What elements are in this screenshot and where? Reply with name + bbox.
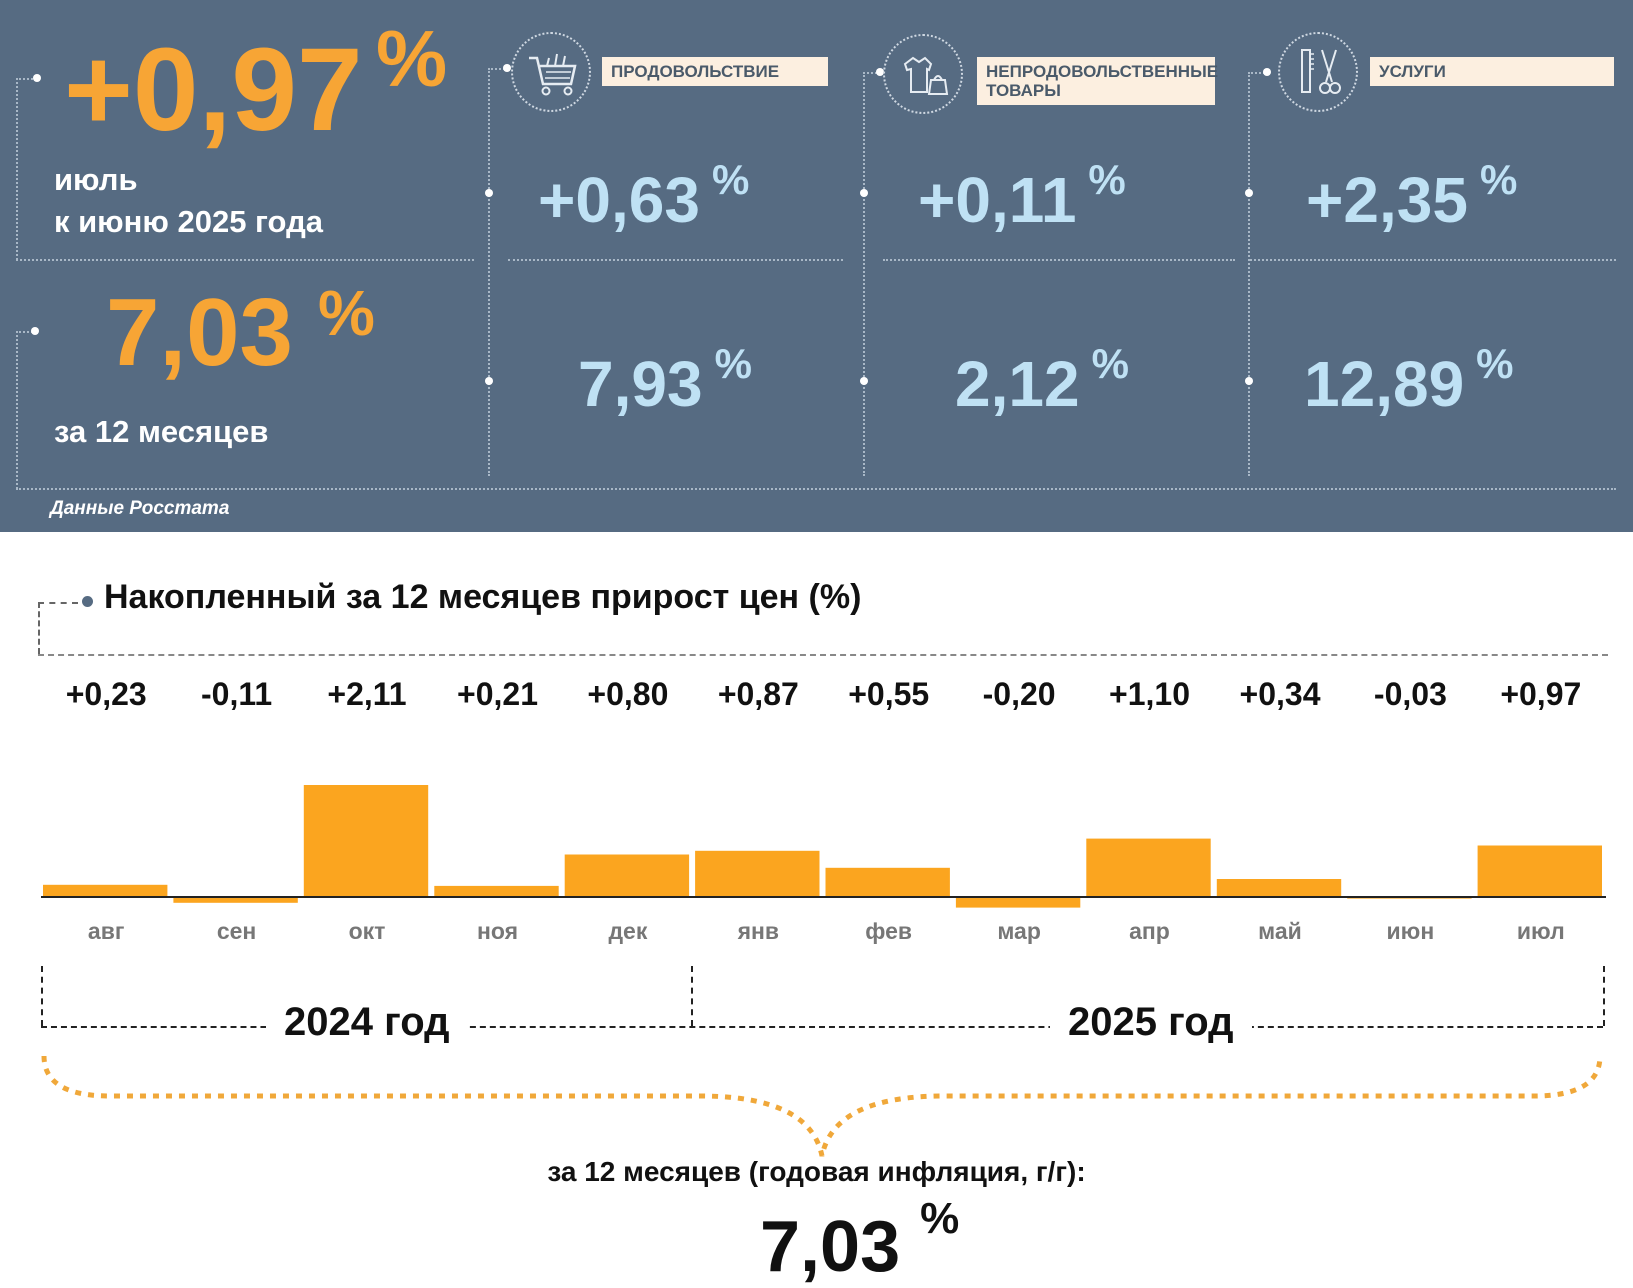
title-leader-line bbox=[38, 602, 40, 654]
frame-line bbox=[1248, 72, 1268, 74]
services-month-value: +2,35% bbox=[1306, 156, 1518, 236]
month-period-line1: июль bbox=[54, 162, 138, 197]
month-period-line2: к июню 2025 года bbox=[54, 204, 323, 239]
bar-chart: +0,23 -0,11 +2,11 +0,21 +0,80 +0,87 +0,55 -0,20… bbox=[0, 660, 1633, 960]
month-change-pct: % bbox=[376, 14, 448, 103]
divider-line bbox=[1250, 259, 1616, 261]
month-label-авг: авг bbox=[87, 918, 125, 944]
annual-change-value: 7,03 bbox=[106, 279, 293, 386]
data-label-дек: +0,80 bbox=[587, 676, 669, 712]
bullet-dot bbox=[33, 74, 41, 82]
chart-title: Накопленный за 12 месяцев прирост цен (%… bbox=[104, 578, 862, 616]
month-label-июн: июн bbox=[1386, 918, 1435, 944]
bar-апр bbox=[1086, 838, 1211, 897]
bar-фев bbox=[825, 867, 950, 897]
data-label-май: +0,34 bbox=[1239, 676, 1321, 712]
bullet-dot bbox=[485, 189, 493, 197]
bar-май bbox=[1216, 879, 1342, 897]
annual-change-pct: % bbox=[318, 277, 375, 349]
month-label-янв: янв bbox=[737, 918, 780, 944]
data-label-фев: +0,55 bbox=[848, 676, 930, 712]
data-label-авг: +0,23 bbox=[65, 676, 147, 712]
clothing-bag-icon bbox=[883, 34, 963, 114]
frame-line bbox=[16, 331, 36, 333]
bar-сен bbox=[173, 897, 298, 903]
data-source: Данные Росстата bbox=[50, 498, 230, 519]
bullet-dot bbox=[1245, 377, 1253, 385]
frame-line bbox=[16, 78, 18, 260]
bar-янв bbox=[695, 850, 820, 897]
shopping-cart-icon bbox=[511, 32, 591, 112]
data-label-сен: -0,11 bbox=[201, 676, 273, 712]
services-annual-value: 12,89% bbox=[1304, 340, 1514, 420]
data-label-окт: +2,11 bbox=[327, 676, 407, 712]
annual-period: за 12 месяцев bbox=[54, 414, 269, 449]
month-change-value: +0,97 bbox=[64, 24, 363, 156]
category-label-food: ПРОДОВОЛЬСТВИЕ bbox=[602, 57, 828, 86]
bullet-dot bbox=[860, 377, 868, 385]
divider-line bbox=[883, 259, 1235, 261]
frame-line bbox=[16, 331, 18, 489]
summary-brace bbox=[41, 1055, 1603, 1157]
category-label-services: УСЛУГИ bbox=[1370, 57, 1614, 86]
bar-ноя bbox=[434, 885, 559, 897]
title-leader-line bbox=[38, 602, 78, 604]
title-bullet bbox=[82, 596, 93, 607]
month-label-мар: мар bbox=[997, 918, 1041, 944]
year-bracket-mid bbox=[691, 966, 693, 1026]
bar-дек bbox=[564, 854, 690, 897]
annual-inflation-label: за 12 месяцев (годовая инфляция, г/г): bbox=[547, 1156, 1086, 1187]
column-line bbox=[863, 72, 865, 476]
category-label-nonfood: НЕПРОДОВОЛЬСТВЕННЫЕ ТОВАРЫ bbox=[977, 57, 1218, 105]
bullet-dot bbox=[31, 327, 39, 335]
bullet-dot bbox=[876, 68, 884, 76]
frame-line bbox=[863, 72, 881, 74]
year-bracket-right bbox=[1603, 966, 1605, 1026]
month-label-окт: окт bbox=[348, 918, 386, 944]
month-label-май: май bbox=[1258, 918, 1302, 944]
bottom-divider bbox=[16, 488, 1616, 490]
bar-июл bbox=[1477, 845, 1602, 897]
data-label-апр: +1,10 bbox=[1109, 676, 1190, 712]
summary-panel: +0,97 % июль к июню 2025 года 7,03 % за … bbox=[0, 0, 1633, 532]
data-label-ноя: +0,21 bbox=[457, 676, 538, 712]
divider-line bbox=[16, 259, 474, 261]
month-label-фев: фев bbox=[865, 918, 913, 944]
data-label-июл: +0,97 bbox=[1500, 676, 1582, 712]
bar-окт bbox=[303, 785, 429, 897]
bar-chart-svg bbox=[41, 785, 1606, 908]
year-bracket-left bbox=[41, 966, 43, 1026]
bar-авг bbox=[43, 884, 168, 897]
bullet-dot bbox=[503, 64, 511, 72]
divider-line bbox=[508, 259, 843, 261]
food-month-value: +0,63% bbox=[538, 156, 750, 236]
food-annual-value: 7,93% bbox=[578, 340, 752, 420]
bullet-dot bbox=[1263, 68, 1271, 76]
year-2024-label: 2024 год bbox=[266, 1000, 468, 1045]
month-label-дек: дек bbox=[608, 918, 648, 944]
column-line bbox=[488, 68, 490, 476]
month-label-июл: июл bbox=[1516, 918, 1565, 944]
bar-мар bbox=[955, 897, 1081, 908]
bullet-dot bbox=[1245, 189, 1253, 197]
month-label-сен: сен bbox=[216, 918, 257, 944]
month-label-ноя: ноя bbox=[476, 918, 519, 944]
data-label-янв: +0,87 bbox=[717, 676, 799, 712]
annual-inflation-value: 7,03% bbox=[760, 1194, 960, 1287]
bullet-dot bbox=[485, 377, 493, 385]
nonfood-month-value: +0,11% bbox=[918, 156, 1126, 236]
nonfood-annual-value: 2,12% bbox=[955, 340, 1129, 420]
data-label-июн: -0,03 bbox=[1373, 676, 1447, 712]
year-2025-label: 2025 год bbox=[1050, 1000, 1252, 1045]
bullet-dot bbox=[860, 189, 868, 197]
data-label-мар: -0,20 bbox=[982, 676, 1056, 712]
frame-line bbox=[488, 68, 508, 70]
title-underline bbox=[38, 654, 1608, 656]
column-line bbox=[1248, 72, 1250, 476]
year-axis-line bbox=[41, 1026, 1603, 1028]
month-label-апр: апр bbox=[1129, 918, 1170, 944]
frame-line bbox=[16, 78, 36, 80]
comb-scissors-icon bbox=[1278, 32, 1358, 112]
